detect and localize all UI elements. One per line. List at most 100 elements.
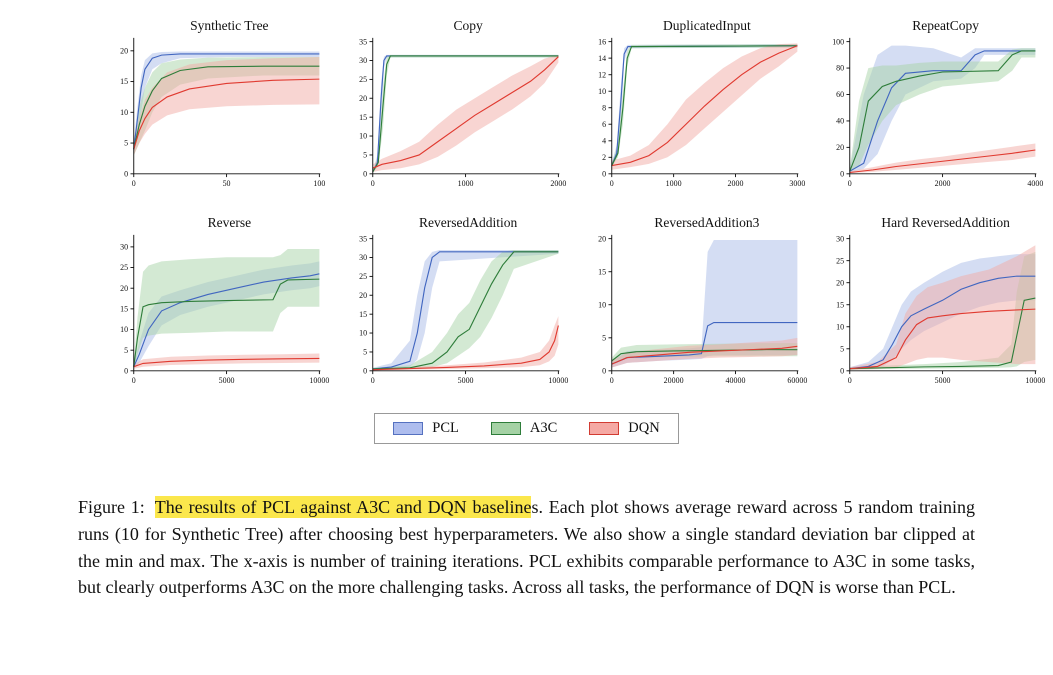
dqn-color-swatch <box>589 422 620 436</box>
svg-text:0: 0 <box>132 179 136 188</box>
svg-text:25: 25 <box>359 272 367 281</box>
svg-text:15: 15 <box>359 310 367 319</box>
chart-reversed-addition3: 0 5 10 15 20 0 20000 40000 60000 <box>598 234 807 385</box>
svg-text:5: 5 <box>124 139 128 148</box>
svg-text:0: 0 <box>602 366 606 375</box>
svg-text:20: 20 <box>598 234 606 243</box>
svg-text:20: 20 <box>359 94 367 103</box>
svg-text:0: 0 <box>848 179 852 188</box>
svg-text:60: 60 <box>836 90 844 99</box>
svg-text:1000: 1000 <box>665 179 681 188</box>
svg-text:10: 10 <box>359 328 367 337</box>
svg-text:40000: 40000 <box>725 376 745 385</box>
svg-text:0: 0 <box>124 366 128 375</box>
svg-text:0: 0 <box>840 169 844 178</box>
svg-text:0: 0 <box>124 169 128 178</box>
plot-repeat-copy: RepeatCopy 0 20 40 60 80 100 0 2000 4000 <box>816 18 1045 191</box>
caption-label: Figure 1: <box>78 497 145 518</box>
svg-text:15: 15 <box>359 113 367 122</box>
svg-text:5: 5 <box>363 347 367 356</box>
legend-item-dqn: DQN <box>589 420 660 437</box>
svg-text:10: 10 <box>836 322 844 331</box>
svg-text:4000: 4000 <box>1028 179 1044 188</box>
svg-text:1000: 1000 <box>457 179 473 188</box>
svg-text:50: 50 <box>223 179 231 188</box>
plot-reversed-addition: ReversedAddition 0 5 10 15 20 25 30 35 0 5000 1000… <box>339 215 568 388</box>
svg-text:2000: 2000 <box>550 179 566 188</box>
svg-text:0: 0 <box>363 169 367 178</box>
svg-text:15: 15 <box>598 267 606 276</box>
svg-text:30: 30 <box>359 253 367 262</box>
plot-hard-reversed-addition: Hard ReversedAddition 0 5 10 15 20 25 30 0 5000 1… <box>816 215 1045 388</box>
plot-title-hard-reversed-addition: Hard ReversedAddition <box>881 214 1010 230</box>
svg-text:2000: 2000 <box>727 179 743 188</box>
plot-title-reversed-addition3: ReversedAddition3 <box>654 214 760 230</box>
svg-text:15: 15 <box>836 300 844 309</box>
svg-text:10000: 10000 <box>1026 376 1046 385</box>
svg-text:25: 25 <box>836 256 844 265</box>
svg-text:25: 25 <box>359 75 367 84</box>
svg-text:35: 35 <box>359 234 367 243</box>
svg-text:8: 8 <box>602 103 606 112</box>
a3c-color-swatch <box>490 422 521 436</box>
plot-grid: Synthetic Tree 0 5 10 15 20 0 50 100 Copy 0 5 10 1… <box>100 18 1045 387</box>
svg-text:5000: 5000 <box>457 376 473 385</box>
svg-text:5: 5 <box>602 333 606 342</box>
svg-text:2: 2 <box>602 153 606 162</box>
svg-text:5000: 5000 <box>935 376 951 385</box>
svg-text:0: 0 <box>848 376 852 385</box>
plot-reversed-addition3: ReversedAddition3 0 5 10 15 20 0 20000 40000 600… <box>578 215 807 388</box>
svg-text:0: 0 <box>609 376 613 385</box>
svg-text:20: 20 <box>120 284 128 293</box>
svg-text:15: 15 <box>120 304 128 313</box>
plot-title-synthetic-tree: Synthetic Tree <box>190 18 269 33</box>
svg-text:5: 5 <box>363 151 367 160</box>
svg-text:10000: 10000 <box>548 376 568 385</box>
svg-text:0: 0 <box>371 179 375 188</box>
svg-text:6: 6 <box>602 120 606 129</box>
svg-text:30: 30 <box>120 242 128 251</box>
svg-text:5: 5 <box>124 346 128 355</box>
chart-copy: 0 5 10 15 20 25 30 35 0 1000 2000 <box>359 37 566 188</box>
legend-label-a3c: A3C <box>529 420 558 437</box>
svg-text:20: 20 <box>836 143 844 152</box>
svg-text:10: 10 <box>598 87 606 96</box>
svg-text:0: 0 <box>609 179 613 188</box>
paper-figure-page: Synthetic Tree 0 5 10 15 20 0 50 100 Copy 0 5 10 1… <box>0 18 1053 601</box>
legend-item-a3c: A3C <box>490 420 558 437</box>
svg-text:10000: 10000 <box>309 376 329 385</box>
legend-label-dqn: DQN <box>628 420 660 437</box>
svg-text:0: 0 <box>363 366 367 375</box>
svg-text:10: 10 <box>598 300 606 309</box>
plot-title-duplicated-input: DuplicatedInput <box>663 18 751 33</box>
chart-repeat-copy: 0 20 40 60 80 100 0 2000 4000 <box>832 37 1044 188</box>
svg-text:0: 0 <box>840 366 844 375</box>
svg-text:12: 12 <box>598 70 606 79</box>
svg-text:20000: 20000 <box>663 376 683 385</box>
svg-text:0: 0 <box>602 169 606 178</box>
chart-reversed-addition: 0 5 10 15 20 25 30 35 0 5000 10000 <box>359 234 568 385</box>
chart-synthetic-tree: 0 5 10 15 20 0 50 100 <box>120 37 325 188</box>
plot-reverse: Reverse 0 5 10 15 20 25 30 0 5000 10000 <box>100 215 329 388</box>
svg-text:2000: 2000 <box>935 179 951 188</box>
pcl-color-swatch <box>393 422 424 436</box>
svg-text:35: 35 <box>359 37 367 46</box>
svg-text:4: 4 <box>602 136 606 145</box>
legend-label-pcl: PCL <box>432 420 459 437</box>
svg-text:5000: 5000 <box>219 376 235 385</box>
chart-duplicated-input: 0 2 4 6 8 10 12 14 16 0 1000 2000 3000 <box>598 37 805 188</box>
chart-reverse: 0 5 10 15 20 25 30 0 5000 10000 <box>120 234 329 385</box>
svg-text:100: 100 <box>832 37 844 46</box>
svg-text:5: 5 <box>840 344 844 353</box>
plot-legend: PCL A3C DQN <box>374 413 679 445</box>
svg-text:60000: 60000 <box>787 376 807 385</box>
svg-text:0: 0 <box>371 376 375 385</box>
plot-title-reversed-addition: ReversedAddition <box>419 214 518 230</box>
svg-text:10: 10 <box>359 132 367 141</box>
svg-text:10: 10 <box>120 108 128 117</box>
plot-copy: Copy 0 5 10 15 20 25 30 35 0 1000 2000 <box>339 18 568 191</box>
svg-text:80: 80 <box>836 64 844 73</box>
svg-text:10: 10 <box>120 325 128 334</box>
plot-duplicated-input: DuplicatedInput 0 2 4 6 8 10 12 14 16 0 1000 2000 30… <box>578 18 807 191</box>
svg-text:15: 15 <box>120 77 128 86</box>
